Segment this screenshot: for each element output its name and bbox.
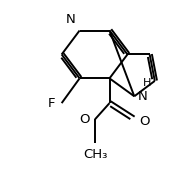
Text: N: N bbox=[66, 13, 75, 26]
Text: H: H bbox=[143, 78, 151, 88]
Text: O: O bbox=[79, 113, 90, 126]
Text: F: F bbox=[48, 97, 56, 110]
Text: N: N bbox=[138, 90, 147, 103]
Text: CH₃: CH₃ bbox=[83, 148, 107, 162]
Text: O: O bbox=[139, 115, 150, 128]
